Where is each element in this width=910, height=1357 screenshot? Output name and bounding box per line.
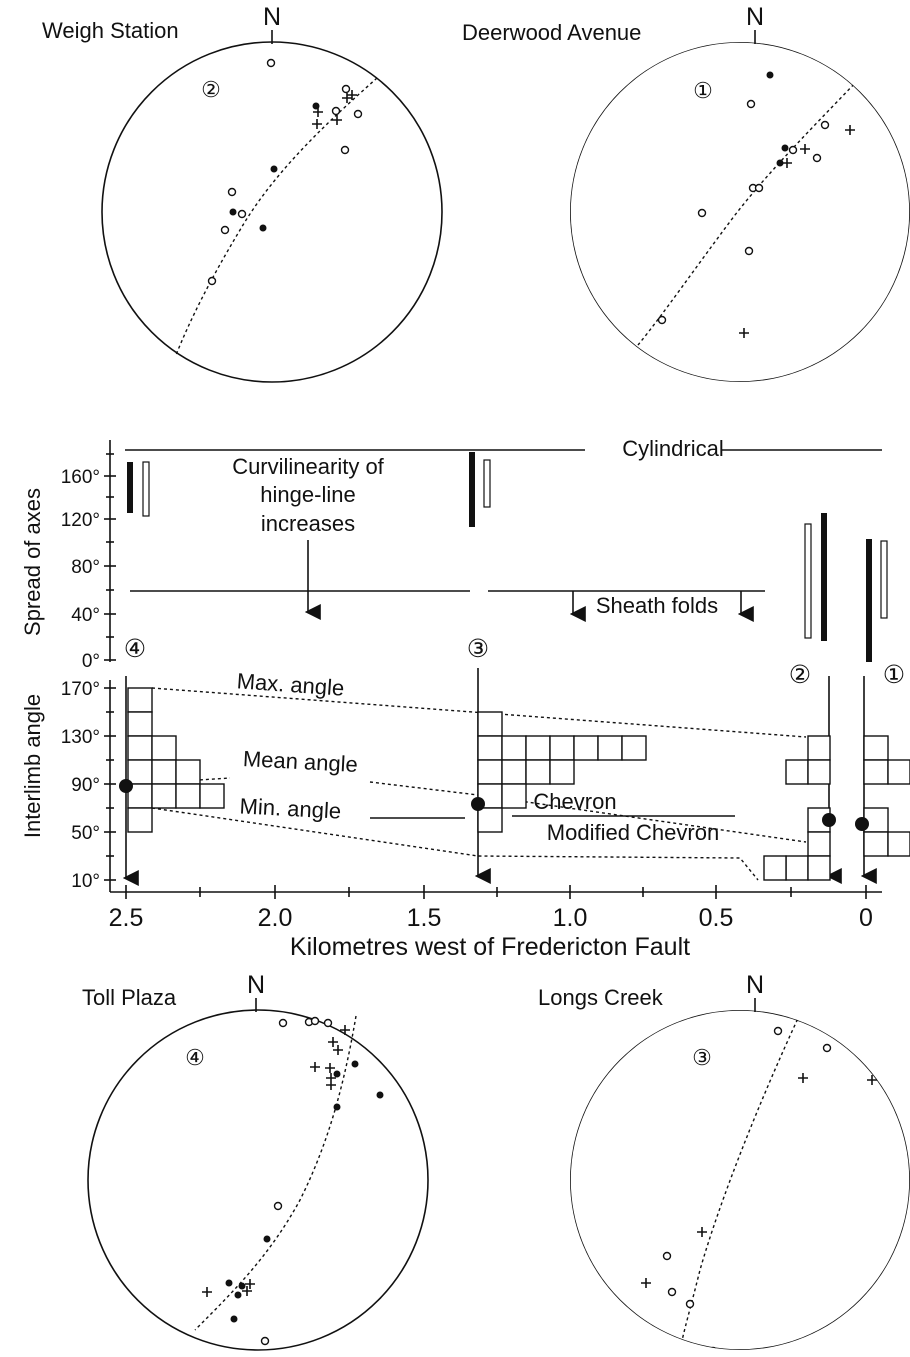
stereonet-deerwood-avenue: Deerwood Avenue N ① xyxy=(462,3,910,382)
spread-bars xyxy=(127,452,888,662)
north-label: N xyxy=(247,971,265,999)
histogram-station-3 xyxy=(477,711,647,833)
station-number: ① xyxy=(693,78,713,103)
station-marker-1: ① xyxy=(883,661,905,689)
y-tick-label: 50° xyxy=(71,823,100,844)
station-marker-2: ② xyxy=(789,661,811,689)
curvilinearity-label: hinge-line xyxy=(260,482,355,507)
stereonet-circle xyxy=(570,42,910,382)
y-tick-label: 40° xyxy=(71,605,100,626)
x-tick-label: 0 xyxy=(859,904,873,932)
modified-chevron-label: Modified Chevron xyxy=(547,820,719,845)
y-tick-label: 80° xyxy=(71,557,100,578)
x-tick-label: 0.5 xyxy=(699,904,734,932)
station-marker-3: ③ xyxy=(467,635,489,663)
mean-angle-label: Mean angle xyxy=(242,746,358,777)
data-points xyxy=(641,1025,898,1350)
x-tick-label: 2.5 xyxy=(109,904,144,932)
north-label: N xyxy=(263,3,281,31)
y-axis-label: Interlimb angle xyxy=(20,694,45,838)
histogram-station-4 xyxy=(127,687,225,833)
sheath-folds-label: Sheath folds xyxy=(596,593,718,618)
stereonet-title: Longs Creek xyxy=(538,985,664,1010)
great-circle-trace xyxy=(175,77,378,356)
north-label: N xyxy=(746,971,764,999)
y-axis-ticks xyxy=(104,687,116,881)
stereonet-title: Weigh Station xyxy=(42,18,179,43)
chevron-label: Chevron xyxy=(533,789,616,814)
y-tick-label: 120° xyxy=(61,510,100,531)
station-number: ③ xyxy=(692,1045,712,1070)
curvilinearity-label: Curvilinearity of xyxy=(232,454,384,479)
max-angle-label: Max. angle xyxy=(236,668,345,700)
x-tick-label: 1.0 xyxy=(553,904,588,932)
great-circle-trace xyxy=(194,1015,357,1331)
mean-angle-points xyxy=(119,779,869,831)
station-marker-4: ④ xyxy=(124,635,146,663)
cylindrical-label: Cylindrical xyxy=(622,436,723,461)
station-number: ④ xyxy=(185,1045,205,1070)
north-label: N xyxy=(746,3,764,31)
y-tick-label: 130° xyxy=(61,727,100,748)
y-tick-label: 0° xyxy=(82,651,100,672)
histogram-station-1 xyxy=(863,735,910,857)
x-axis-label: Kilometres west of Fredericton Fault xyxy=(290,933,690,961)
data-points xyxy=(202,1016,384,1346)
stereonet-toll-plaza: Toll Plaza N ④ xyxy=(82,971,429,1351)
great-circle-trace xyxy=(679,1013,801,1350)
histogram-station-2 xyxy=(763,735,831,881)
stereonet-circle xyxy=(101,41,443,383)
stereonet-circle xyxy=(570,1010,910,1350)
great-circle-trace xyxy=(637,79,859,346)
y-tick-label: 10° xyxy=(71,871,100,892)
stereonet-title: Deerwood Avenue xyxy=(462,20,641,45)
spread-of-axes-panel: Spread of axes 160° 120° 80° 40° 0° Cyli… xyxy=(20,436,888,672)
min-angle-label: Min. angle xyxy=(239,793,342,823)
y-tick-label: 160° xyxy=(61,467,100,488)
stereonet-weigh-station: Weigh Station N ② xyxy=(42,3,443,383)
y-axis-label: Spread of axes xyxy=(20,488,45,636)
stereonet-longs-creek: Longs Creek N ③ xyxy=(538,971,910,1350)
interlimb-angle-panel: Interlimb angle 170° 130° 90° 50° 10° xyxy=(20,635,910,961)
x-tick-label: 1.5 xyxy=(407,904,442,932)
y-tick-label: 90° xyxy=(71,775,100,796)
stereonet-circle xyxy=(87,1009,429,1351)
max-angle-line xyxy=(151,687,807,738)
data-points xyxy=(207,58,363,286)
curvilinearity-label: increases xyxy=(261,511,355,536)
y-axis-ticks xyxy=(104,453,116,661)
y-tick-label: 170° xyxy=(61,679,100,700)
x-axis-ticks xyxy=(125,885,867,899)
data-points xyxy=(657,71,855,338)
x-tick-label: 2.0 xyxy=(258,904,293,932)
stereonet-title: Toll Plaza xyxy=(82,985,177,1010)
min-angle-line xyxy=(151,807,759,881)
station-number: ② xyxy=(201,77,221,102)
